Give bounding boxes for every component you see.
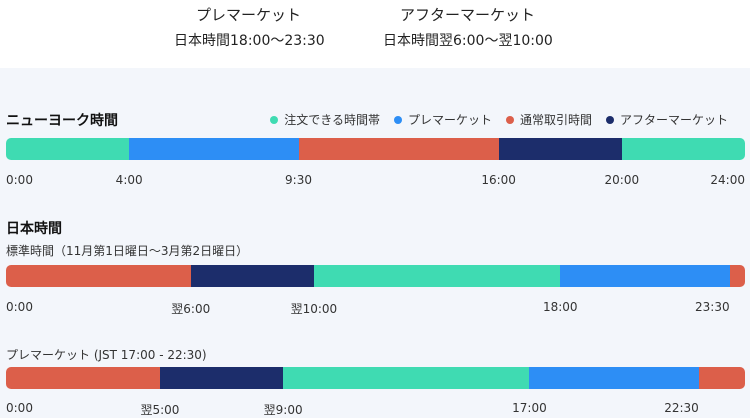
jp-standard-tick-label: 0:00 [6, 300, 33, 314]
session-header: プレマーケット 日本時間18:00〜23:30 アフターマーケット 日本時間翌6… [0, 0, 750, 68]
timeline-panel [0, 68, 750, 418]
jp-standard-segment [313, 265, 561, 287]
legend-label: 注文できる時間帯 [284, 113, 380, 127]
ny-segment [298, 138, 499, 160]
jp-standard-segment [729, 265, 745, 287]
ny-time-title: ニューヨーク時間 [6, 113, 118, 129]
jp-premarket-tick-label: 翌9:00 [263, 403, 303, 417]
legend-label: アフターマーケット [619, 113, 728, 127]
legend-label: プレマーケット [407, 113, 492, 127]
legend-dot-icon [393, 115, 402, 124]
ny-tick-label: 16:00 [481, 173, 516, 187]
jp-premarket-segment [6, 367, 160, 389]
jp-premarket-tick-label: 0:00 [6, 401, 33, 415]
legend-dot-icon [605, 115, 614, 124]
jp-standard-tick-label: 翌6:00 [171, 302, 211, 316]
jp-standard-segment [6, 265, 191, 287]
legend-label: 通常取引時間 [519, 113, 592, 127]
jp-premarket-timeline-bar [6, 367, 745, 389]
ny-tick-label: 0:00 [6, 173, 33, 187]
jp-standard-timeline-bar [6, 265, 745, 287]
ny-segment [129, 138, 299, 160]
jp-premarket-tick-label: 翌5:00 [140, 403, 180, 417]
legend-item-aftermarket: アフターマーケット [605, 111, 728, 128]
aftermarket-title: アフターマーケット [398, 6, 538, 24]
ny-tick-label: 20:00 [604, 173, 640, 187]
standard-time-label: 標準時間（11月第1日曜日〜3月第2日曜日） [6, 244, 249, 258]
legend-dot-icon [505, 115, 514, 124]
legend-item-orderable: 注文できる時間帯 [270, 111, 380, 128]
premarket-title: プレマーケット [194, 6, 304, 24]
ny-timeline-bar [6, 138, 745, 160]
ny-tick-label: 9:30 [285, 173, 312, 187]
jp-standard-tick-label: 翌10:00 [290, 302, 338, 316]
legend: 注文できる時間帯 プレマーケット 通常取引時間 アフターマーケット [270, 111, 728, 128]
jp-premarket-segment [159, 367, 284, 389]
premarket-label: プレマーケット (JST 17:00 - 22:30) [6, 348, 207, 362]
aftermarket-time: 日本時間翌6:00〜翌10:00 [383, 33, 553, 49]
ny-segment [621, 138, 745, 160]
jp-premarket-tick-label: 17:00 [512, 401, 547, 415]
jp-standard-tick-label: 18:00 [542, 300, 578, 314]
jp-premarket-segment [529, 367, 699, 389]
ny-tick-label: 24:00 [710, 173, 745, 187]
jp-premarket-segment [283, 367, 530, 389]
jp-premarket-segment [698, 367, 745, 389]
legend-item-regular: 通常取引時間 [505, 111, 592, 128]
ny-tick-label: 4:00 [115, 173, 143, 187]
jp-standard-segment [190, 265, 314, 287]
ny-segment [498, 138, 622, 160]
jp-standard-tick-label: 23:30 [695, 300, 730, 314]
legend-item-premarket: プレマーケット [393, 111, 492, 128]
jp-time-title: 日本時間 [6, 221, 62, 237]
premarket-time: 日本時間18:00〜23:30 [174, 33, 325, 49]
jp-standard-segment [560, 265, 730, 287]
jp-premarket-tick-label: 22:30 [664, 401, 699, 415]
ny-segment [6, 138, 130, 160]
legend-dot-icon [270, 115, 279, 124]
